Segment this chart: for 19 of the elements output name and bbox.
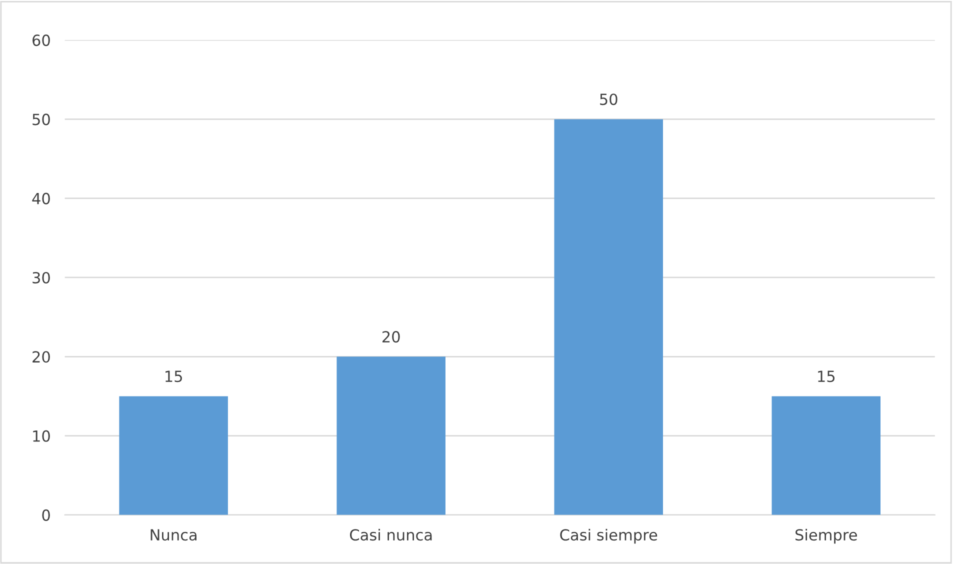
y-tick-label: 0: [42, 509, 50, 521]
data-label: 15: [818, 370, 835, 382]
data-label: 15: [166, 370, 182, 382]
data-label: 50: [600, 94, 618, 106]
y-tick-label: 60: [32, 34, 50, 46]
y-tick-label: 40: [32, 192, 50, 204]
y-tick-label: 10: [33, 430, 50, 442]
x-tick-label: Nunca: [150, 529, 196, 541]
x-tick-label: Casi siempre: [560, 528, 658, 544]
y-tick-label: 30: [32, 272, 50, 284]
y-tick-label: 50: [32, 114, 50, 126]
y-tick-label: 20: [32, 351, 50, 363]
x-tick-label: Siempre: [796, 528, 857, 544]
bar: [772, 396, 881, 515]
bar: [119, 396, 228, 515]
bar: [336, 356, 446, 515]
bar: [554, 119, 663, 515]
data-label: 20: [382, 331, 400, 343]
x-tick-label: Casi nunca: [350, 528, 432, 541]
